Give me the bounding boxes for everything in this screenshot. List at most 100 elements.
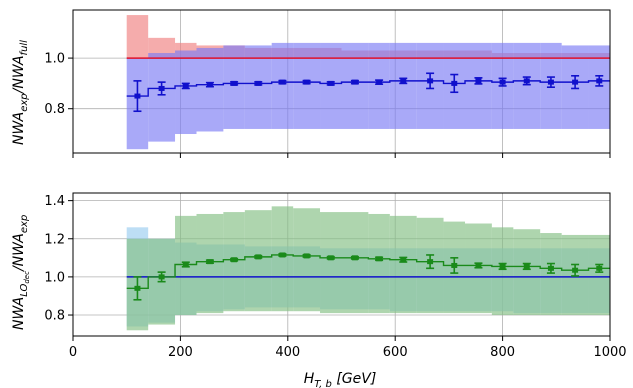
y-tick-label: 0.8 xyxy=(44,309,65,324)
y-tick-label: 0.8 xyxy=(44,102,65,117)
band-bin-green xyxy=(491,227,514,316)
y-tick-label: 1.4 xyxy=(44,194,65,209)
data-marker xyxy=(523,78,530,84)
data-marker xyxy=(231,257,238,263)
x-tick-label: 800 xyxy=(490,345,515,360)
data-point xyxy=(157,271,166,283)
data-marker xyxy=(134,285,141,291)
band-bin-blue xyxy=(196,47,224,132)
data-marker xyxy=(427,78,434,84)
data-marker xyxy=(376,79,383,85)
data-point xyxy=(571,75,580,90)
band-bin-blue xyxy=(175,50,197,135)
data-point xyxy=(474,77,483,85)
data-point xyxy=(546,262,555,274)
data-point xyxy=(375,256,384,262)
data-marker xyxy=(475,262,482,268)
y-tick-label: 1.0 xyxy=(44,52,65,67)
band-bin-blue xyxy=(148,53,176,142)
series-step-line xyxy=(126,80,610,97)
top-y-axis-title: NWAexp/NWAfull xyxy=(11,40,30,145)
band-bin-green xyxy=(389,215,417,314)
data-marker xyxy=(279,252,286,258)
data-point xyxy=(350,79,359,85)
data-marker xyxy=(279,79,286,85)
data-marker xyxy=(206,259,213,265)
band-bin-blue xyxy=(588,45,610,129)
data-point xyxy=(595,263,604,273)
data-marker xyxy=(596,78,603,84)
data-marker xyxy=(451,262,458,268)
band-bin-blue xyxy=(320,42,342,129)
data-point xyxy=(302,253,311,259)
band-bin-green xyxy=(320,212,342,314)
data-marker xyxy=(572,267,579,273)
band-bin-green xyxy=(244,210,272,312)
data-marker xyxy=(303,253,310,259)
x-tick-label: 400 xyxy=(275,345,300,360)
data-marker xyxy=(255,80,262,86)
data-marker xyxy=(158,85,165,91)
band-bin-green xyxy=(513,229,541,316)
data-point xyxy=(181,82,190,90)
data-point xyxy=(474,262,483,269)
data-point xyxy=(205,259,214,265)
bottom-panel: 0.8 1.0 1.2 1.4 0 200 400 600 800 1000 xyxy=(44,192,627,360)
data-point xyxy=(205,81,214,88)
y-tick-label: 1.0 xyxy=(44,270,65,285)
data-point xyxy=(133,276,142,301)
plot-frame xyxy=(72,192,611,337)
band-bin-blue xyxy=(465,42,492,129)
data-point xyxy=(522,262,531,271)
data-point xyxy=(254,80,263,86)
band-bin-green xyxy=(271,206,294,312)
data-point xyxy=(399,256,408,263)
data-marker xyxy=(547,79,554,85)
data-point xyxy=(157,81,166,96)
data-point xyxy=(230,80,239,86)
band-bin-blue xyxy=(223,45,245,129)
band-bin-green xyxy=(588,234,610,316)
series-step-line xyxy=(126,254,610,290)
data-point xyxy=(254,254,263,260)
data-marker xyxy=(351,255,358,261)
data-marker xyxy=(400,257,407,263)
data-marker xyxy=(327,80,334,86)
data-marker xyxy=(427,259,434,265)
band-bin-green xyxy=(293,208,321,312)
data-point xyxy=(426,254,435,270)
band-bin-green xyxy=(341,212,369,314)
data-point xyxy=(546,76,555,88)
data-marker xyxy=(547,265,554,271)
data-marker xyxy=(499,263,506,269)
y-tick-label: 1.2 xyxy=(44,232,65,247)
data-point xyxy=(498,262,507,271)
data-marker xyxy=(134,93,141,99)
data-marker xyxy=(523,263,530,269)
data-point xyxy=(230,257,239,263)
data-marker xyxy=(596,265,603,271)
data-marker xyxy=(499,79,506,85)
data-point xyxy=(522,76,531,86)
data-marker xyxy=(206,82,213,88)
data-marker xyxy=(451,80,458,86)
data-marker xyxy=(158,274,165,280)
data-marker xyxy=(572,79,579,85)
data-marker xyxy=(376,256,383,262)
band-bin-blue xyxy=(271,42,294,129)
x-axis-title: HT, b [GeV] xyxy=(304,371,377,388)
data-point xyxy=(450,257,459,274)
data-point xyxy=(350,255,359,261)
x-tick-label: 600 xyxy=(383,345,408,360)
data-marker xyxy=(400,78,407,84)
data-point xyxy=(326,255,335,261)
data-point xyxy=(399,77,408,85)
band-bin-blue xyxy=(244,45,272,129)
data-point xyxy=(278,79,287,85)
data-point xyxy=(278,252,287,258)
band-bin-blue xyxy=(293,42,321,129)
data-marker xyxy=(182,262,189,267)
plot-frame xyxy=(72,9,611,154)
data-marker xyxy=(327,255,334,261)
